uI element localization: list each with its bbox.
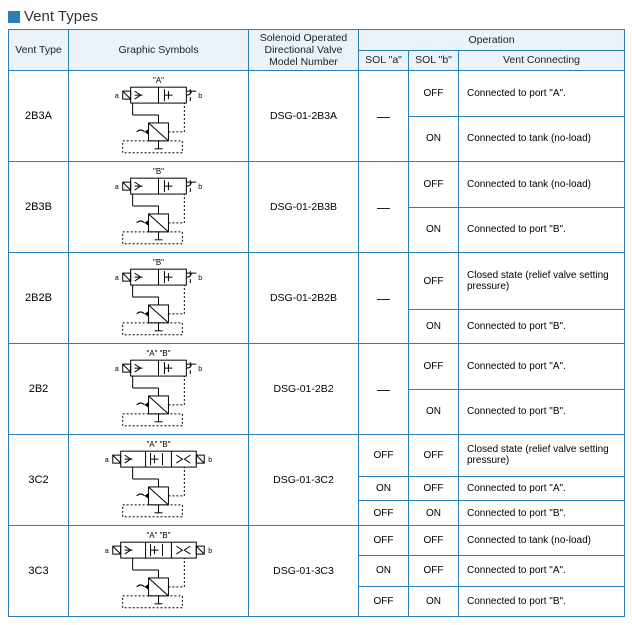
sol-a-cell: — [359,162,409,253]
svg-text:"A" "B": "A" "B" [146,349,170,358]
vent-connecting-cell: Connected to port "B". [459,586,625,616]
model-number-cell: DSG-01-2B2 [249,344,359,435]
svg-text:a: a [105,548,109,555]
schematic-icon: "A" "B" a b [73,348,244,430]
vent-connecting-cell: Connected to tank (no-load) [459,526,625,556]
schematic-icon: "A" "B" a b [73,439,244,521]
svg-text:"B": "B" [153,167,164,176]
schematic-icon: "A" a b [73,75,244,157]
sol-a-cell: OFF [359,501,409,526]
sol-b-cell: OFF [409,526,459,556]
graphic-symbol-cell: "A" "B" a b [69,344,249,435]
vent-type-cell: 3C2 [9,435,69,526]
svg-text:"A": "A" [153,76,164,85]
vent-connecting-cell: Connected to port "A". [459,556,625,586]
table-row: 3C2 "A" "B" a b DSG-01-3C2OFFOFFClosed s… [9,435,625,477]
svg-text:b: b [208,457,212,464]
vent-connecting-cell: Connected to tank (no-load) [459,116,625,162]
vent-connecting-cell: Closed state (relief valve setting press… [459,253,625,310]
sol-b-cell: OFF [409,253,459,310]
vent-type-cell: 2B2 [9,344,69,435]
vent-connecting-cell: Connected to tank (no-load) [459,162,625,208]
sol-a-cell: — [359,71,409,162]
model-number-cell: DSG-01-2B2B [249,253,359,344]
sol-a-cell: ON [359,476,409,501]
svg-text:a: a [115,93,119,100]
svg-text:"A" "B": "A" "B" [146,531,170,540]
svg-text:"A" "B": "A" "B" [146,440,170,449]
sol-a-cell: OFF [359,435,409,477]
table-row: 2B2B "B" a b DSG-01-2B2B—OFFClosed state… [9,253,625,310]
sol-a-cell: — [359,253,409,344]
sol-b-cell: ON [409,207,459,253]
sol-b-cell: ON [409,501,459,526]
graphic-symbol-cell: "B" a b [69,162,249,253]
table-row: 2B3B "B" a b DSG-01-2B3B—OFFConnected to… [9,162,625,208]
svg-text:a: a [105,457,109,464]
table-body: 2B3A "A" a b DSG-01-2B3A—OFFConnected to… [9,71,625,617]
sol-b-cell: OFF [409,476,459,501]
sol-b-cell: ON [409,586,459,616]
sol-b-cell: ON [409,389,459,435]
title-marker-icon [8,11,20,23]
svg-text:b: b [198,93,202,100]
graphic-symbol-cell: "A" "B" a b [69,526,249,617]
header-vent-conn: Vent Connecting [459,50,625,71]
sol-b-cell: ON [409,116,459,162]
table-header: Vent Type Graphic Symbols Solenoid Opera… [9,30,625,71]
svg-text:a: a [115,184,119,191]
svg-text:b: b [208,548,212,555]
table-row: 3C3 "A" "B" a b DSG-01-3C3OFFOFFConnecte… [9,526,625,556]
header-operation: Operation [359,30,625,51]
svg-text:b: b [198,275,202,282]
svg-text:a: a [115,275,119,282]
sol-a-cell: OFF [359,526,409,556]
graphic-symbol-cell: "A" "B" a b [69,435,249,526]
graphic-symbol-cell: "B" a b [69,253,249,344]
vent-connecting-cell: Connected to port "B". [459,389,625,435]
header-sol-b: SOL "b" [409,50,459,71]
sol-b-cell: ON [409,310,459,344]
sol-b-cell: OFF [409,344,459,390]
vent-type-cell: 2B3A [9,71,69,162]
graphic-symbol-cell: "A" a b [69,71,249,162]
schematic-icon: "B" a b [73,257,244,339]
vent-connecting-cell: Connected to port "A". [459,344,625,390]
svg-text:b: b [198,184,202,191]
model-number-cell: DSG-01-2B3A [249,71,359,162]
header-graphic: Graphic Symbols [69,30,249,71]
section-title: Vent Types [8,8,624,25]
vent-connecting-cell: Connected to port "A". [459,71,625,117]
vent-type-cell: 2B3B [9,162,69,253]
model-number-cell: DSG-01-3C2 [249,435,359,526]
header-vent-type: Vent Type [9,30,69,71]
vent-type-cell: 3C3 [9,526,69,617]
sol-b-cell: OFF [409,71,459,117]
svg-text:b: b [198,366,202,373]
table-row: 2B2 "A" "B" a b DSG-01-2B2—OFFConnected … [9,344,625,390]
sol-b-cell: OFF [409,556,459,586]
vent-connecting-cell: Connected to port "A". [459,476,625,501]
header-model: Solenoid Operated Directional Valve Mode… [249,30,359,71]
sol-a-cell: ON [359,556,409,586]
vent-type-cell: 2B2B [9,253,69,344]
svg-text:a: a [115,366,119,373]
title-text: Vent Types [24,8,98,25]
header-sol-a: SOL "a" [359,50,409,71]
vent-connecting-cell: Closed state (relief valve setting press… [459,435,625,477]
vent-types-table: Vent Type Graphic Symbols Solenoid Opera… [8,29,625,617]
sol-a-cell: OFF [359,586,409,616]
vent-connecting-cell: Connected to port "B". [459,501,625,526]
svg-text:"B": "B" [153,258,164,267]
model-number-cell: DSG-01-3C3 [249,526,359,617]
sol-b-cell: OFF [409,162,459,208]
sol-b-cell: OFF [409,435,459,477]
vent-connecting-cell: Connected to port "B". [459,207,625,253]
vent-connecting-cell: Connected to port "B". [459,310,625,344]
schematic-icon: "B" a b [73,166,244,248]
schematic-icon: "A" "B" a b [73,530,244,612]
table-row: 2B3A "A" a b DSG-01-2B3A—OFFConnected to… [9,71,625,117]
sol-a-cell: — [359,344,409,435]
model-number-cell: DSG-01-2B3B [249,162,359,253]
